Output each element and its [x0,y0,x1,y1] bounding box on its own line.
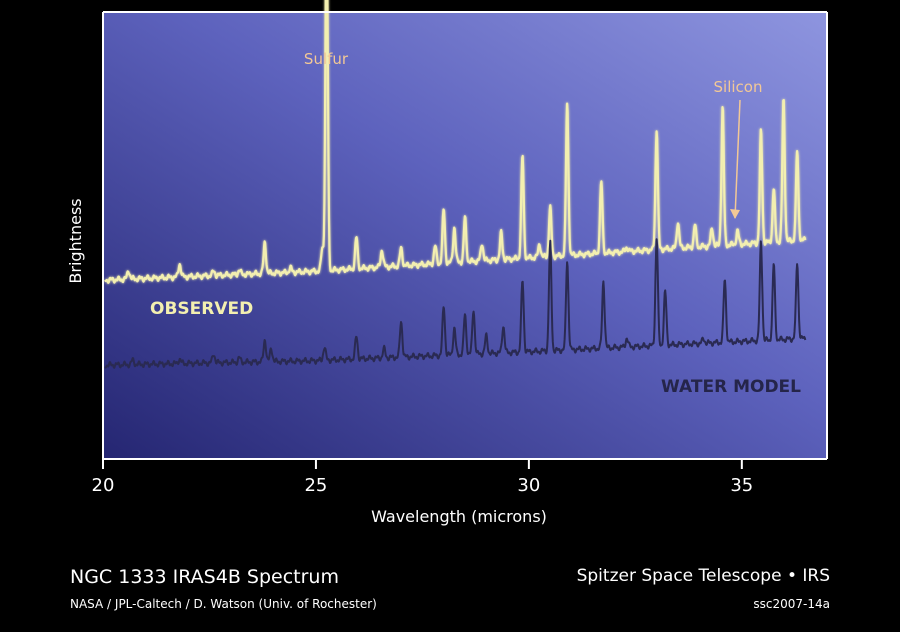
annotation-label-1: Silicon [714,78,763,96]
figure-title: NGC 1333 IRAS4B Spectrum [70,566,339,588]
series-line-0 [104,0,807,284]
annotation-layer: Sulfur Silicon [304,50,763,219]
series-label-1: WATER MODEL [661,377,801,397]
y-axis-label: Brightness [66,198,85,283]
x-axis-label: Wavelength (microns) [371,507,547,526]
series-label-0: OBSERVED [150,299,253,319]
image-id: ssc2007-14a [753,597,830,611]
x-axis: 20 25 30 35 [92,459,753,496]
plot-area [103,12,827,459]
x-tick-label-25: 25 [304,475,327,496]
credit-line: NASA / JPL-Caltech / D. Watson (Univ. of… [70,597,377,611]
series-layer: OBSERVED WATER MODEL [104,0,807,397]
plot-frame [102,11,828,460]
x-tick-label-20: 20 [92,475,115,496]
annotation-arrow-line [734,99,741,219]
annotation-label-0: Sulfur [304,50,349,68]
annotation-arrow-head [730,209,740,219]
x-tick-label-35: 35 [730,475,753,496]
mission-label: Spitzer Space Telescope • IRS [576,566,830,586]
x-tick-label-30: 30 [517,475,540,496]
series-line-1 [104,238,807,369]
